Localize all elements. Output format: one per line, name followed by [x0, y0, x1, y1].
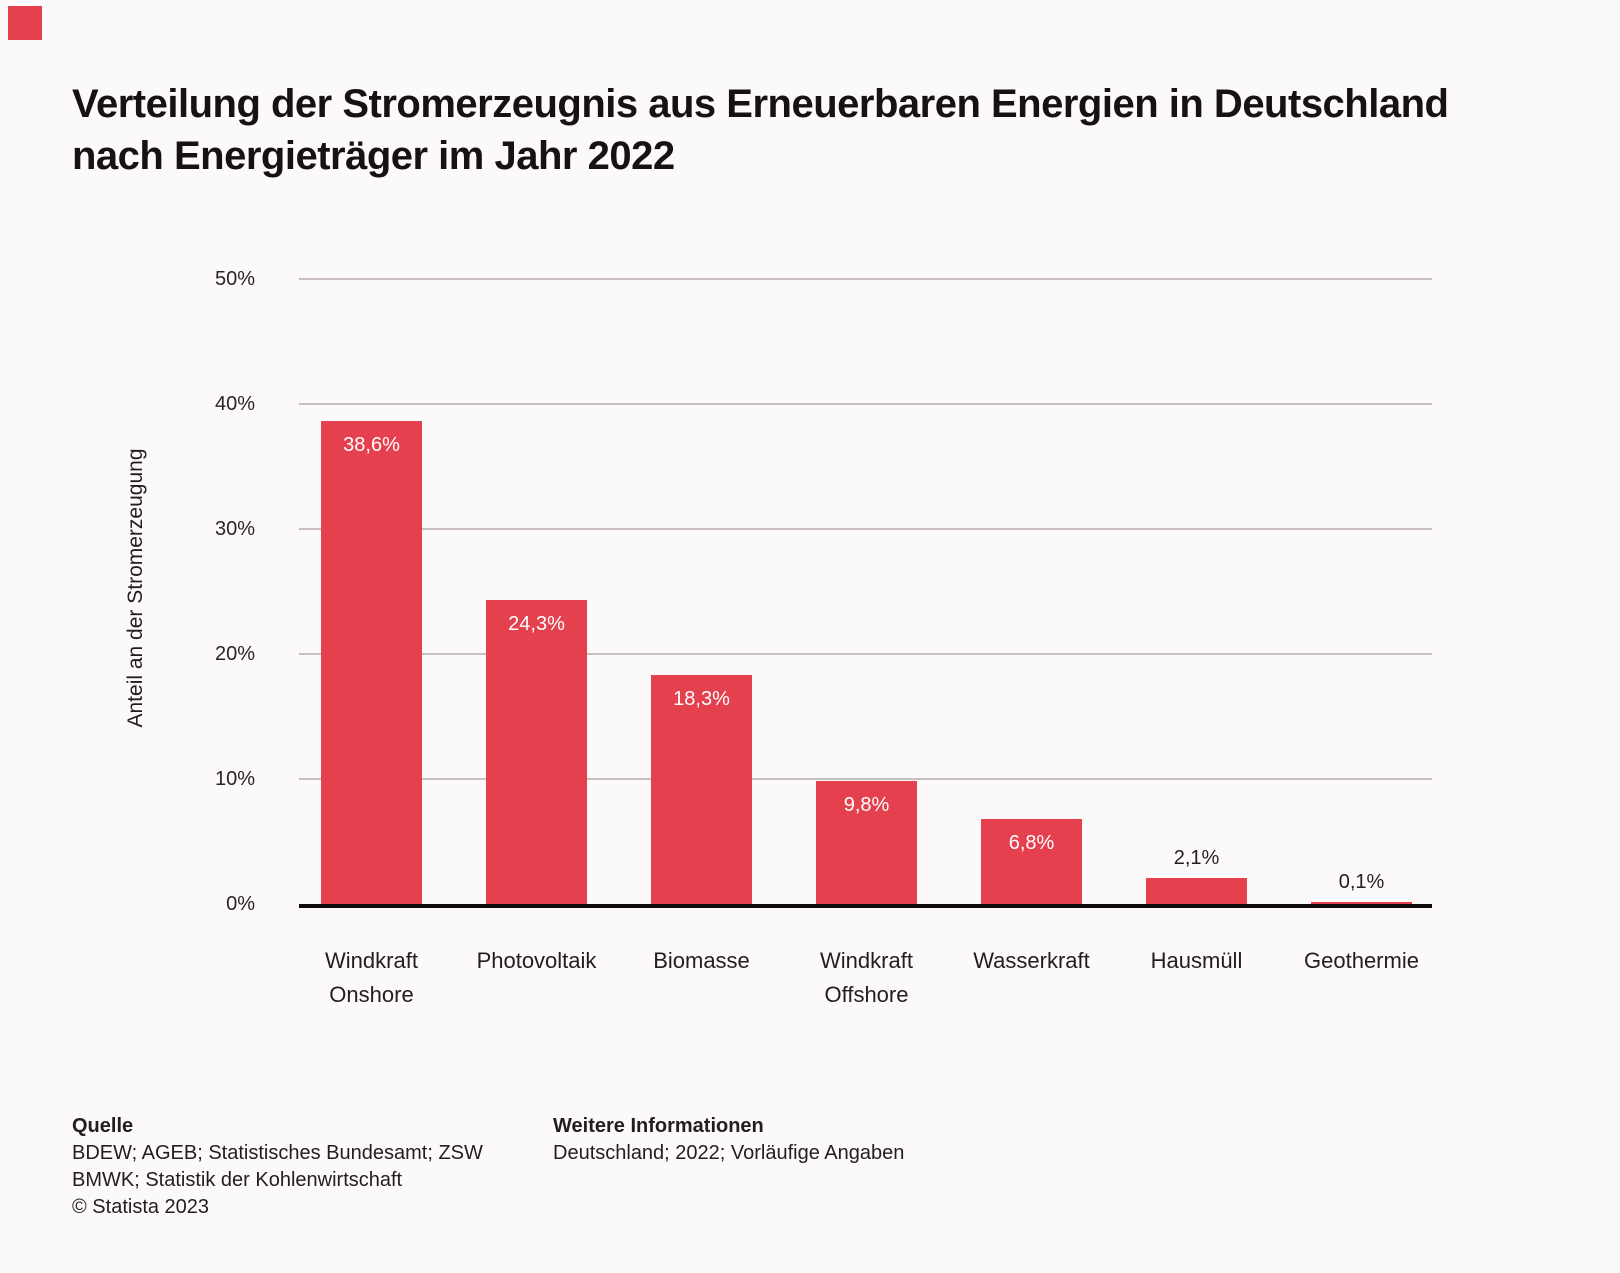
x-category-label: Geothermie — [1304, 948, 1419, 973]
plot-area: 38,6% 24,3% 18,3% 9,8% 6,8% 2,1% 0,1% — [299, 278, 1432, 908]
x-category-label: Photovoltaik — [476, 948, 597, 973]
y-tick-label: 10% — [214, 768, 255, 790]
y-axis-title: Anteil an der Stromerzeugung — [124, 448, 147, 728]
chart-title-line1: Verteilung der Stromerzeugnis aus Erneue… — [72, 82, 1449, 126]
y-tick-label: 0% — [226, 893, 255, 915]
source-block: Quelle BDEW; AGEB; Statistisches Bundesa… — [72, 1113, 483, 1221]
source-header: Quelle — [72, 1115, 134, 1137]
chart-title-line2: nach Energieträger im Jahr 2022 — [72, 134, 675, 178]
source-line: BMWK; Statistik der Kohlenwirtschaft — [72, 1169, 403, 1191]
bar-wasserkraft: 6,8% — [981, 819, 1082, 904]
red-corner-marker — [8, 6, 42, 40]
bar-windkraft-offshore: 9,8% — [816, 781, 917, 904]
bar-value-label: 9,8% — [843, 794, 890, 816]
bar-value-label: 0,1% — [1338, 871, 1385, 893]
bar-biomasse: 18,3% — [651, 675, 752, 904]
gridline — [299, 528, 1432, 530]
gridline — [299, 403, 1432, 405]
info-block: Weitere Informationen Deutschland; 2022;… — [553, 1113, 904, 1167]
x-category-label: Windkraft Onshore — [325, 948, 418, 1007]
info-header: Weitere Informationen — [553, 1115, 764, 1137]
bar-value-label: 2,1% — [1173, 847, 1220, 869]
bar-geothermie: 0,1% — [1311, 871, 1412, 904]
y-tick-label: 50% — [214, 268, 255, 290]
bar-windkraft-onshore: 38,6% — [321, 421, 422, 904]
gridline — [299, 278, 1432, 280]
x-category-label: Biomasse — [653, 948, 750, 973]
bar-value-label: 24,3% — [508, 613, 565, 635]
info-line: Deutschland; 2022; Vorläufige Angaben — [553, 1142, 905, 1164]
bar-photovoltaik: 24,3% — [486, 600, 587, 904]
x-category-label: Wasserkraft — [973, 948, 1090, 973]
y-tick-label: 30% — [214, 518, 255, 540]
chart-title: Verteilung der Stromerzeugnis aus Erneue… — [72, 78, 1449, 182]
y-tick-label: 20% — [214, 643, 255, 665]
bar-value-label: 6,8% — [1008, 832, 1055, 854]
source-line: BDEW; AGEB; Statistisches Bundesamt; ZSW — [72, 1142, 483, 1164]
gridline — [299, 653, 1432, 655]
bar-hausm-ll: 2,1% — [1146, 847, 1247, 904]
y-tick-label: 40% — [214, 393, 255, 415]
copyright-note: © Statista 2023 — [72, 1196, 210, 1218]
x-category-label: Windkraft Offshore — [820, 948, 913, 1007]
x-category-label: Hausmüll — [1150, 948, 1243, 973]
bar-value-label: 38,6% — [343, 434, 400, 456]
bar-value-label: 18,3% — [673, 688, 730, 710]
gridline — [299, 778, 1432, 780]
